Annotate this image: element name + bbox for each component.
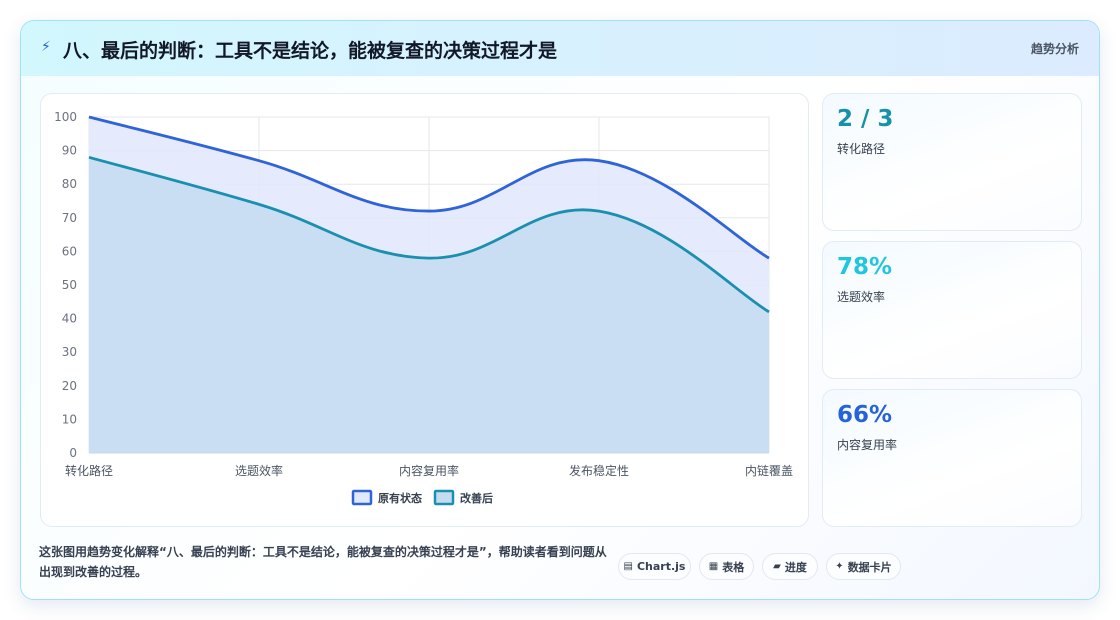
series-line-2: [88, 155, 770, 314]
legend-swatch: [433, 489, 455, 506]
kpi-label: 选题效率: [837, 290, 886, 304]
area-chart: 0 10 20 30 40 50 60 70 80 90 100 转化路径 选题效率 内容复用率 发布稳定性…: [54, 110, 793, 506]
chart-icon: ▤: [623, 561, 633, 572]
x-tick-label: 内容复用率: [399, 463, 459, 478]
x-tick-label: 内链覆盖: [745, 463, 793, 478]
y-tick-label: 40: [62, 312, 77, 326]
y-tick-label: 90: [62, 144, 77, 158]
series-area-2: [89, 157, 769, 453]
chip-label: 进度: [784, 560, 807, 574]
y-tick-label: 80: [62, 177, 77, 191]
y-tick-label: 100: [54, 110, 77, 124]
kpi-card-efficiency: 78% 选题效率: [822, 241, 1082, 379]
y-tick-label: 70: [62, 211, 77, 225]
kpi-label: 内容复用率: [837, 438, 898, 452]
kpi-value: 66%: [837, 402, 893, 428]
y-tick-label: 0: [69, 446, 77, 460]
y-tick-label: 30: [62, 345, 77, 359]
x-tick-label: 转化路径: [65, 463, 113, 478]
chart-panel: 0 10 20 30 40 50 60 70 80 90 100 转化路径 选题效率 内容复用率 发布稳定性…: [40, 93, 809, 527]
legend-label: 原有状态: [378, 491, 422, 505]
y-tick-label: 20: [62, 379, 77, 393]
x-tick-label: 选题效率: [235, 463, 283, 478]
chip-progress[interactable]: ▰ 进度: [762, 553, 818, 580]
kpi-value: 2 / 3: [837, 106, 894, 132]
y-tick-label: 60: [62, 244, 77, 258]
chip-label: Chart.js: [636, 560, 686, 573]
chip-table[interactable]: ▦ 表格: [699, 553, 754, 580]
legend-label: 改善后: [460, 491, 493, 505]
card-header: ⚡ 八、最后的判断：工具不是结论，能被复查的决策过程才是 趋势分析: [21, 21, 1099, 76]
y-tick-label: 50: [62, 278, 77, 292]
lightning-icon: ⚡: [41, 39, 51, 55]
chip-chartjs[interactable]: ▤ Chart.js: [618, 553, 691, 580]
sparkle-icon: ✦: [835, 561, 844, 572]
trend-card: ⚡ 八、最后的判断：工具不是结论，能被复查的决策过程才是 趋势分析 0 10 20 3…: [20, 20, 1100, 600]
chip-label: 表格: [722, 560, 745, 574]
series-line-1: [88, 115, 770, 260]
kpi-card-conversion: 2 / 3 转化路径: [822, 93, 1082, 231]
header-tag: 趋势分析: [1030, 42, 1079, 56]
progress-icon: ▰: [773, 561, 781, 572]
chip-data-cards[interactable]: ✦ 数据卡片: [826, 553, 901, 580]
kpi-value: 78%: [837, 254, 893, 280]
table-icon: ▦: [708, 561, 719, 572]
y-tick-label: 10: [62, 412, 77, 426]
chip-label: 数据卡片: [847, 560, 892, 574]
legend-swatch: [351, 489, 373, 506]
chart-caption: 这张图用趋势变化解释“八、最后的判断：工具不是结论，能被复查的决策过程才是”，帮…: [39, 545, 607, 579]
kpi-label: 转化路径: [837, 142, 886, 156]
x-tick-label: 发布稳定性: [569, 463, 629, 478]
kpi-card-reuse: 66% 内容复用率: [822, 389, 1082, 527]
page-title: 八、最后的判断：工具不是结论，能被复查的决策过程才是: [63, 40, 558, 62]
